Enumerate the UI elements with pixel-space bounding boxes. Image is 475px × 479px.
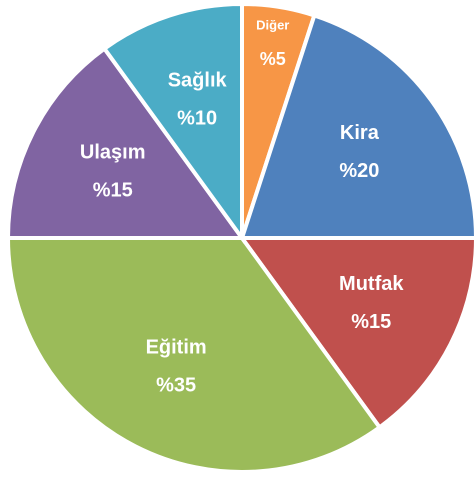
pie-slice (238, 236, 475, 431)
slice-label: Diğer (256, 17, 289, 32)
slice-value-label: %5 (260, 49, 286, 69)
pie-slice (101, 1, 244, 245)
slice-value-label: %20 (339, 160, 379, 182)
slice-value-label: %35 (156, 375, 196, 397)
pie-slice (5, 236, 383, 474)
slice-label: Sağlık (168, 69, 228, 91)
slice-label: Eğitim (146, 337, 207, 359)
slice-value-label: %15 (351, 311, 391, 333)
slice-value-label: %15 (93, 179, 133, 201)
slice-label: Ulaşım (80, 141, 146, 163)
slice-label: Mutfak (339, 273, 404, 295)
pie-slice (239, 12, 475, 240)
slice-value-label: %10 (177, 107, 217, 129)
pie-slice (5, 45, 246, 240)
slice-label: Kira (340, 122, 380, 144)
